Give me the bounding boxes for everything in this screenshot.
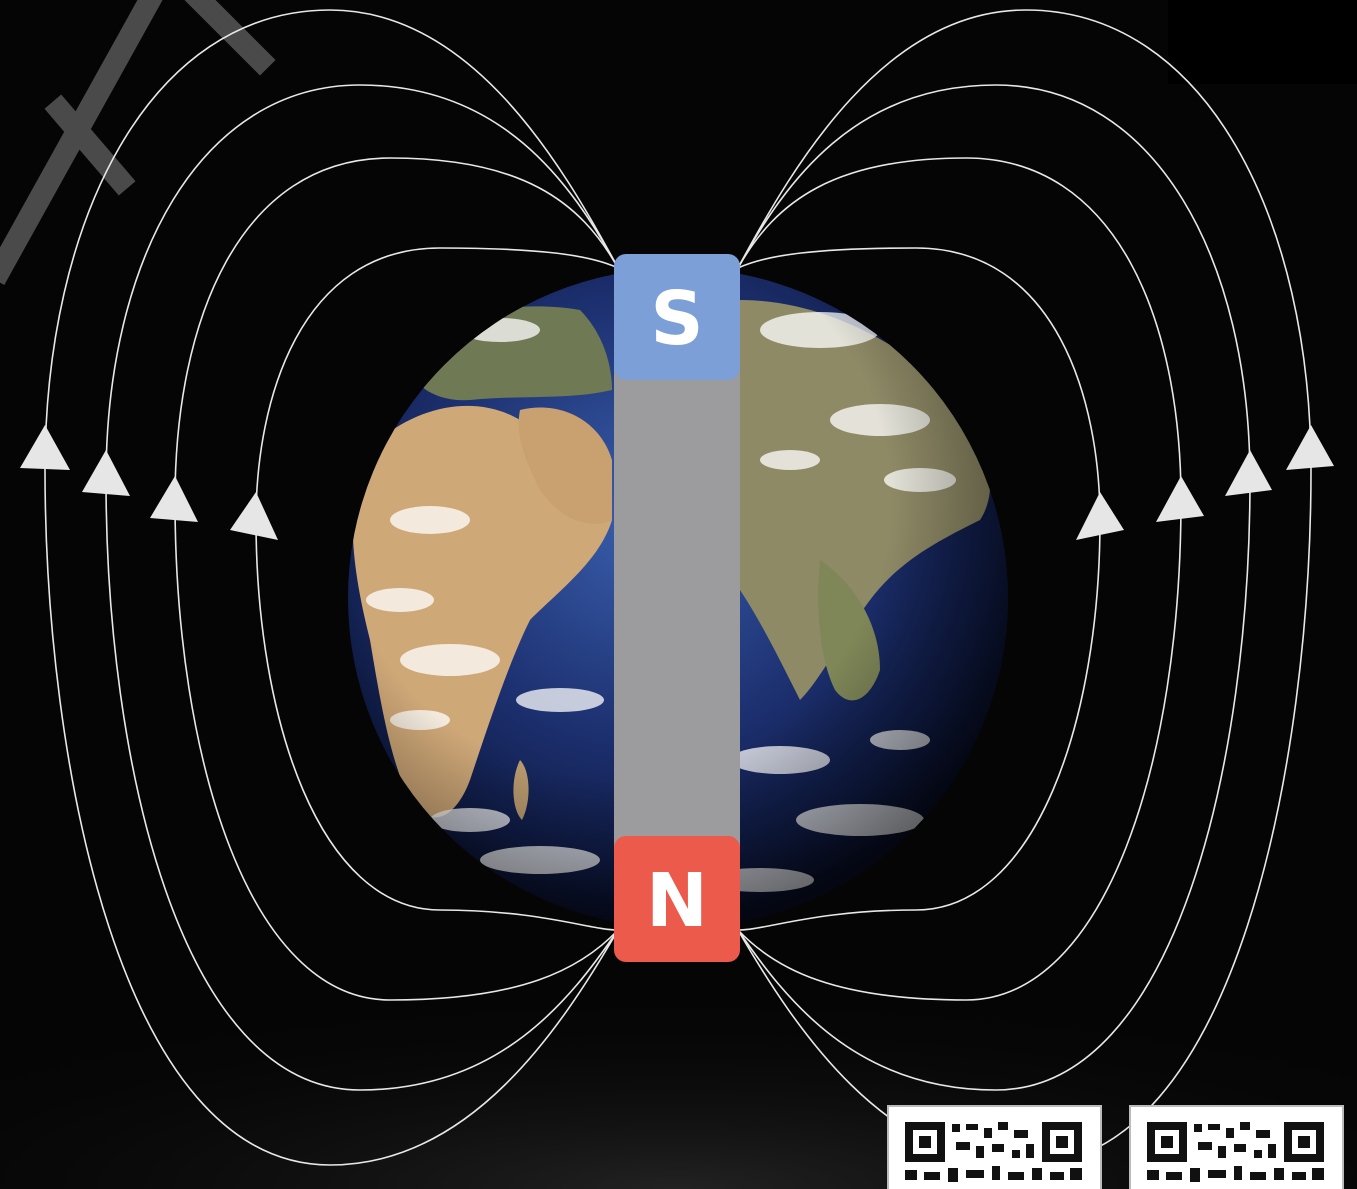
field-line-left-2 (105, 84, 619, 1091)
arrow-up-icon (1076, 492, 1124, 540)
field-arrows (20, 425, 1334, 540)
arrow-up-icon (1286, 425, 1334, 470)
north-pole-label: N (646, 858, 708, 944)
arrow-up-icon (230, 492, 278, 540)
south-pole-label: S (650, 276, 703, 362)
qr-code-icon (887, 1105, 1102, 1189)
arrow-up-icon (82, 450, 130, 496)
arrow-up-icon (20, 425, 70, 470)
arrow-up-icon (1225, 450, 1272, 496)
dark-corner-box (1168, 0, 1357, 84)
arrow-up-icon (150, 476, 198, 522)
bar-magnet: S N (614, 254, 740, 962)
field-lines (44, 9, 1312, 1166)
magnet-body (614, 360, 740, 860)
qr-code-icon (1129, 1105, 1344, 1189)
arrow-up-icon (1156, 476, 1204, 522)
south-pole (614, 254, 740, 380)
field-line-left-1 (44, 9, 619, 1166)
field-line-right-2 (737, 84, 1251, 1091)
north-pole (614, 836, 740, 962)
watermark (0, 0, 276, 285)
